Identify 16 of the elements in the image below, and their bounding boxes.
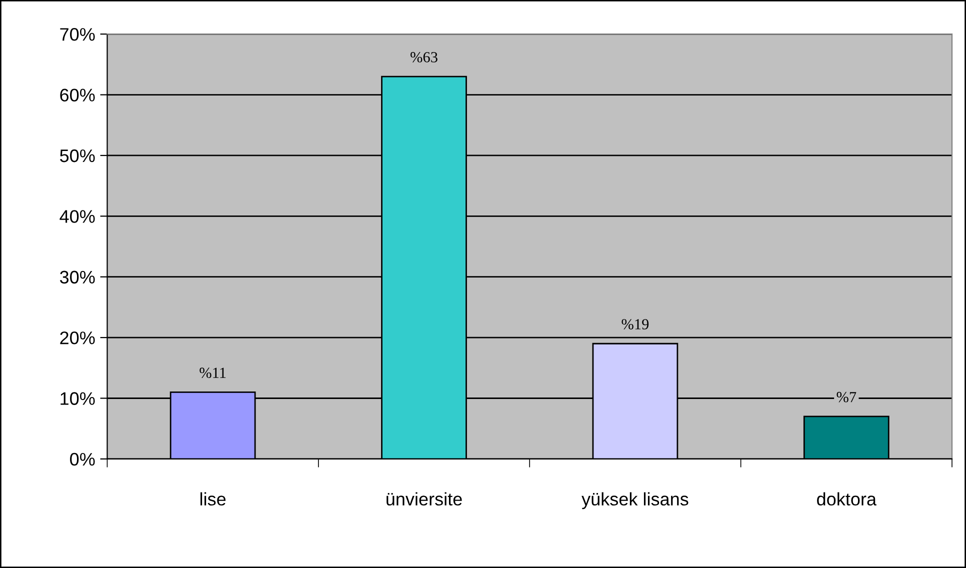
y-tick-label: 10%: [60, 392, 95, 405]
y-tick-label: 20%: [60, 331, 95, 344]
data-label: %19: [622, 319, 649, 330]
y-tick-label: 30%: [60, 270, 95, 284]
data-label: %11: [200, 368, 226, 378]
y-tick-label: 0%: [70, 452, 95, 466]
data-label: %7: [836, 392, 856, 402]
x-tick-label: doktora: [817, 492, 877, 506]
x-tick-label: ünviersite: [386, 492, 462, 506]
x-tick-label: lise: [200, 492, 226, 506]
y-tick-label: 50%: [60, 149, 95, 162]
y-tick-label: 60%: [60, 88, 95, 102]
y-tick-label: 70%: [60, 28, 95, 41]
x-tick-label: yüksek lisans: [582, 492, 688, 510]
data-label: %63: [410, 52, 438, 62]
y-tick-label: 40%: [60, 210, 95, 223]
